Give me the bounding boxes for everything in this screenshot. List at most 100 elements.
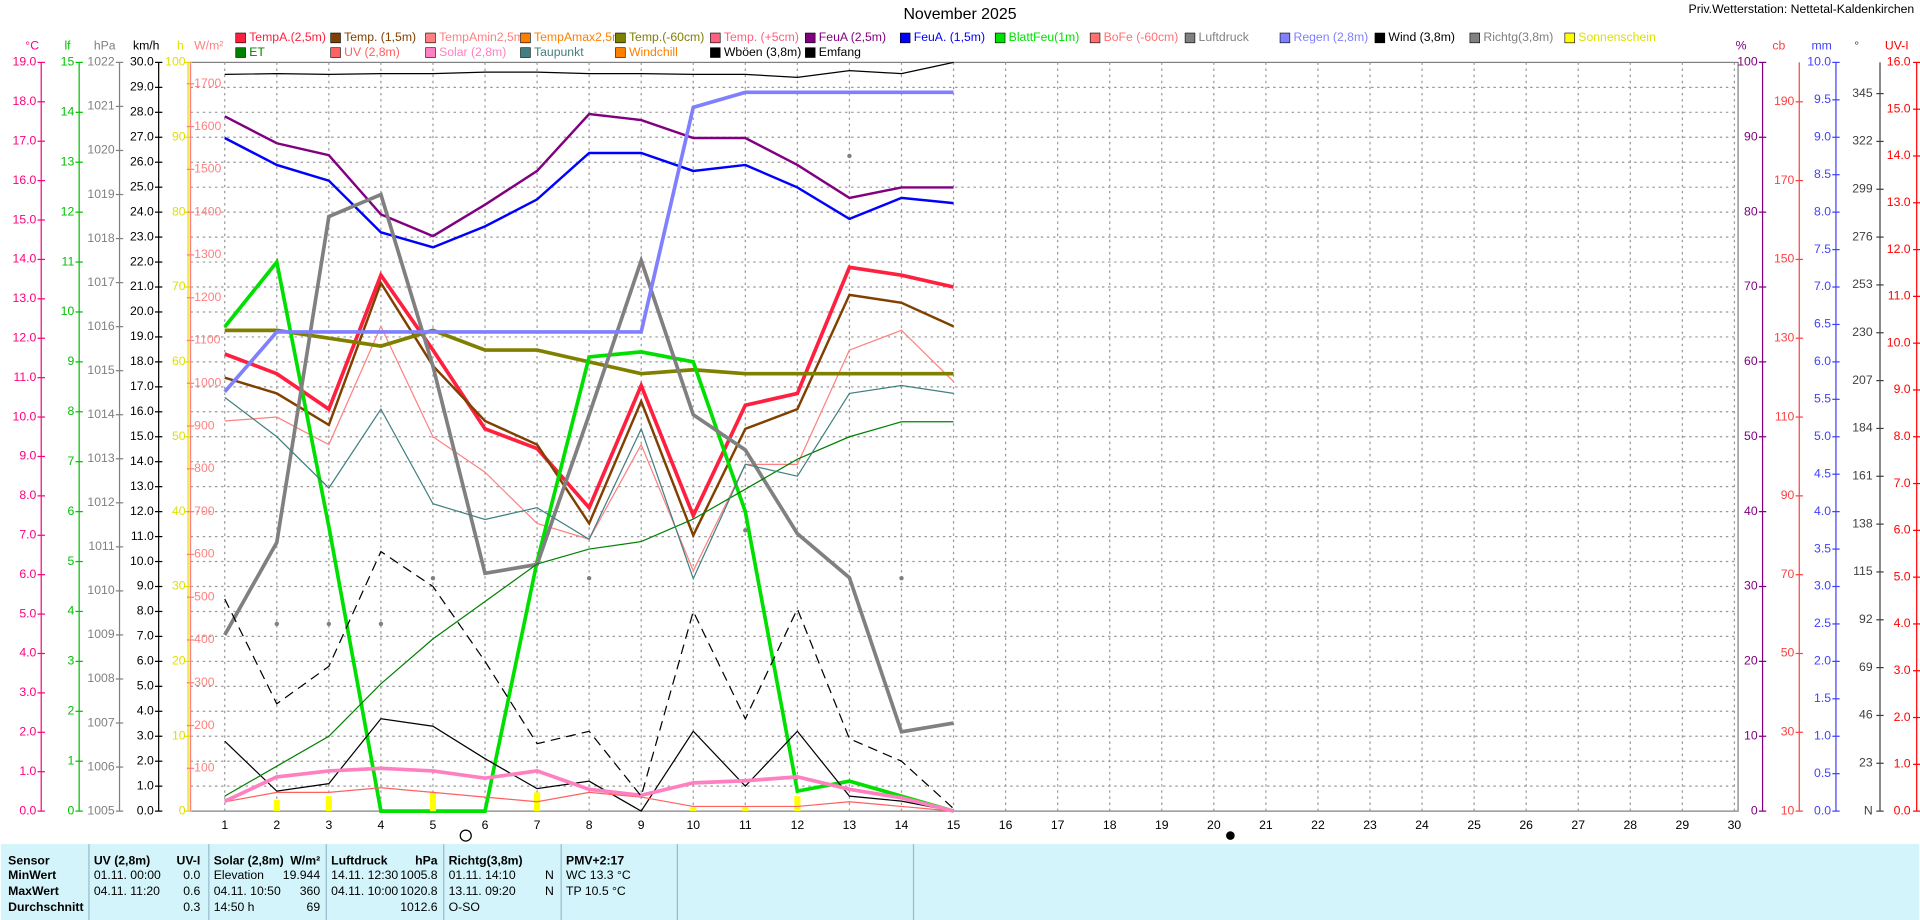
point	[899, 575, 904, 581]
table-cell: 69	[307, 900, 321, 914]
x-tick-label: 26	[1519, 818, 1533, 832]
y-tick-label: 200	[194, 718, 215, 732]
y-tick-label: 1013	[87, 451, 114, 465]
axis-title: mm	[1811, 39, 1831, 53]
x-tick-label: 3	[325, 818, 332, 832]
table-cell: 1020.8	[400, 884, 438, 898]
x-tick-label: 25	[1467, 818, 1481, 832]
y-tick-label: 15	[61, 55, 75, 69]
bar	[273, 799, 280, 812]
y-tick-label: 1.0	[1894, 757, 1911, 771]
series-line	[224, 280, 955, 539]
legend-swatch	[520, 47, 531, 58]
x-tick-label: 10	[686, 818, 700, 832]
y-tick-label: 50	[1744, 429, 1758, 443]
y-tick-label: 4.0	[19, 646, 36, 660]
y-tick-label: 10.0	[13, 409, 37, 423]
x-tick-label: 19	[1155, 818, 1169, 832]
series-line	[223, 90, 954, 394]
y-tick-label: 50	[172, 429, 186, 443]
x-tick-label: 21	[1259, 818, 1273, 832]
x-tick-label: 27	[1571, 818, 1585, 832]
y-tick-label: 4.5	[1814, 466, 1831, 480]
y-tick-label: 40	[1744, 504, 1758, 518]
x-tick-label: 18	[1103, 818, 1117, 832]
table-cell: 360	[300, 884, 321, 898]
legend-label: ET	[249, 45, 265, 59]
axis-title: lf	[64, 39, 71, 53]
legend-label: BoFe (-60cm)	[1104, 30, 1179, 44]
y-tick-label: 1019	[87, 187, 114, 201]
y-tick-label: 18.0	[130, 354, 154, 368]
y-tick-label: 2.5	[1814, 616, 1831, 630]
y-tick-label: 1300	[194, 247, 221, 261]
table-cell: 04.11. 10:00	[331, 884, 398, 898]
y-tick-label: 100	[194, 761, 215, 775]
y-tick-label: 700	[194, 504, 215, 518]
y-tick-label: 29.0	[130, 80, 154, 94]
table-cell: 13.11. 09:20	[449, 884, 516, 898]
y-tick-label: 4	[67, 604, 74, 618]
y-tick-label: 1.0	[1814, 728, 1831, 742]
legend-swatch	[805, 47, 816, 58]
legend-swatch	[805, 32, 816, 44]
y-tick-label: 1100	[194, 333, 220, 347]
moon-new	[1226, 831, 1235, 840]
y-tick-label: 15.0	[1887, 101, 1911, 115]
legend-label: Sonnenschein	[1578, 30, 1655, 44]
y-tick-label: 14.0	[1887, 148, 1911, 162]
series-line	[224, 787, 954, 812]
bar	[429, 792, 437, 812]
layers: 1 2 3 4 5 6 7 8 9 10 11 12 13 14 15 16 17 18 19 20 21 22 23 24 2…	[8, 30, 1920, 920]
y-tick-label: 276	[1852, 229, 1873, 243]
x-tick-label: 23	[1363, 818, 1377, 832]
axis-title: h	[177, 39, 184, 53]
y-tick-label: 1700	[194, 76, 221, 90]
legend-swatch	[1469, 32, 1481, 44]
series-line	[223, 192, 954, 734]
x-tick-label: 5	[430, 818, 437, 832]
y-tick-label: 14	[61, 105, 75, 119]
x-tick-label: 15	[947, 818, 961, 832]
y-tick-label: 1012	[87, 495, 114, 509]
legend-swatch	[899, 32, 911, 44]
y-tick-label: 2.0	[1894, 710, 1911, 724]
y-tick-label: 170	[1774, 173, 1795, 187]
table-cell: W/m²	[290, 854, 320, 868]
row-label: MinWert	[8, 868, 56, 882]
legend-swatch	[1089, 32, 1101, 44]
y-tick-label: 6.0	[1814, 354, 1831, 368]
y-tick-label: 0.0	[1894, 803, 1911, 817]
y-tick-label: 8.5	[1814, 167, 1831, 181]
y-tick-label: 11	[62, 254, 75, 268]
y-tick-label: 10.0	[1807, 55, 1831, 69]
y-tick-label: 0.0	[19, 803, 36, 817]
footer-panel	[0, 844, 1920, 920]
axis-title: hPa	[94, 39, 116, 53]
y-tick-label: 1006	[87, 759, 114, 773]
y-tick-label: 300	[194, 675, 215, 689]
table-cell: N	[545, 868, 554, 882]
moon-full	[459, 829, 472, 842]
y-tick-label: 8.0	[137, 604, 154, 618]
y-tick-label: 28.0	[130, 105, 154, 119]
y-tick-label: 16.0	[1887, 55, 1911, 69]
table-cell: Richtg(3,8m)	[449, 854, 523, 868]
y-tick-label: 5.0	[19, 606, 36, 620]
legend-swatch	[235, 32, 246, 44]
y-tick-label: 24.0	[130, 204, 154, 218]
y-tick-label: 0	[179, 803, 186, 817]
y-tick-label: N	[1864, 803, 1873, 817]
y-tick-label: 10.0	[130, 554, 154, 568]
y-tick-label: 9	[67, 354, 74, 368]
y-tick-label: 0.5	[1814, 766, 1831, 780]
y-tick-label: 11.0	[1888, 289, 1911, 303]
table-cell: PMV+2:17	[566, 854, 624, 868]
y-tick-label: 90	[1744, 130, 1758, 144]
legend-label: Taupunkt	[534, 45, 584, 59]
x-tick-label: 30	[1728, 818, 1742, 832]
legend-label: Wind (3,8m)	[1388, 30, 1455, 44]
y-tick-label: 0	[1751, 803, 1758, 817]
point	[430, 575, 436, 581]
y-tick-label: 6.5	[1814, 317, 1831, 331]
